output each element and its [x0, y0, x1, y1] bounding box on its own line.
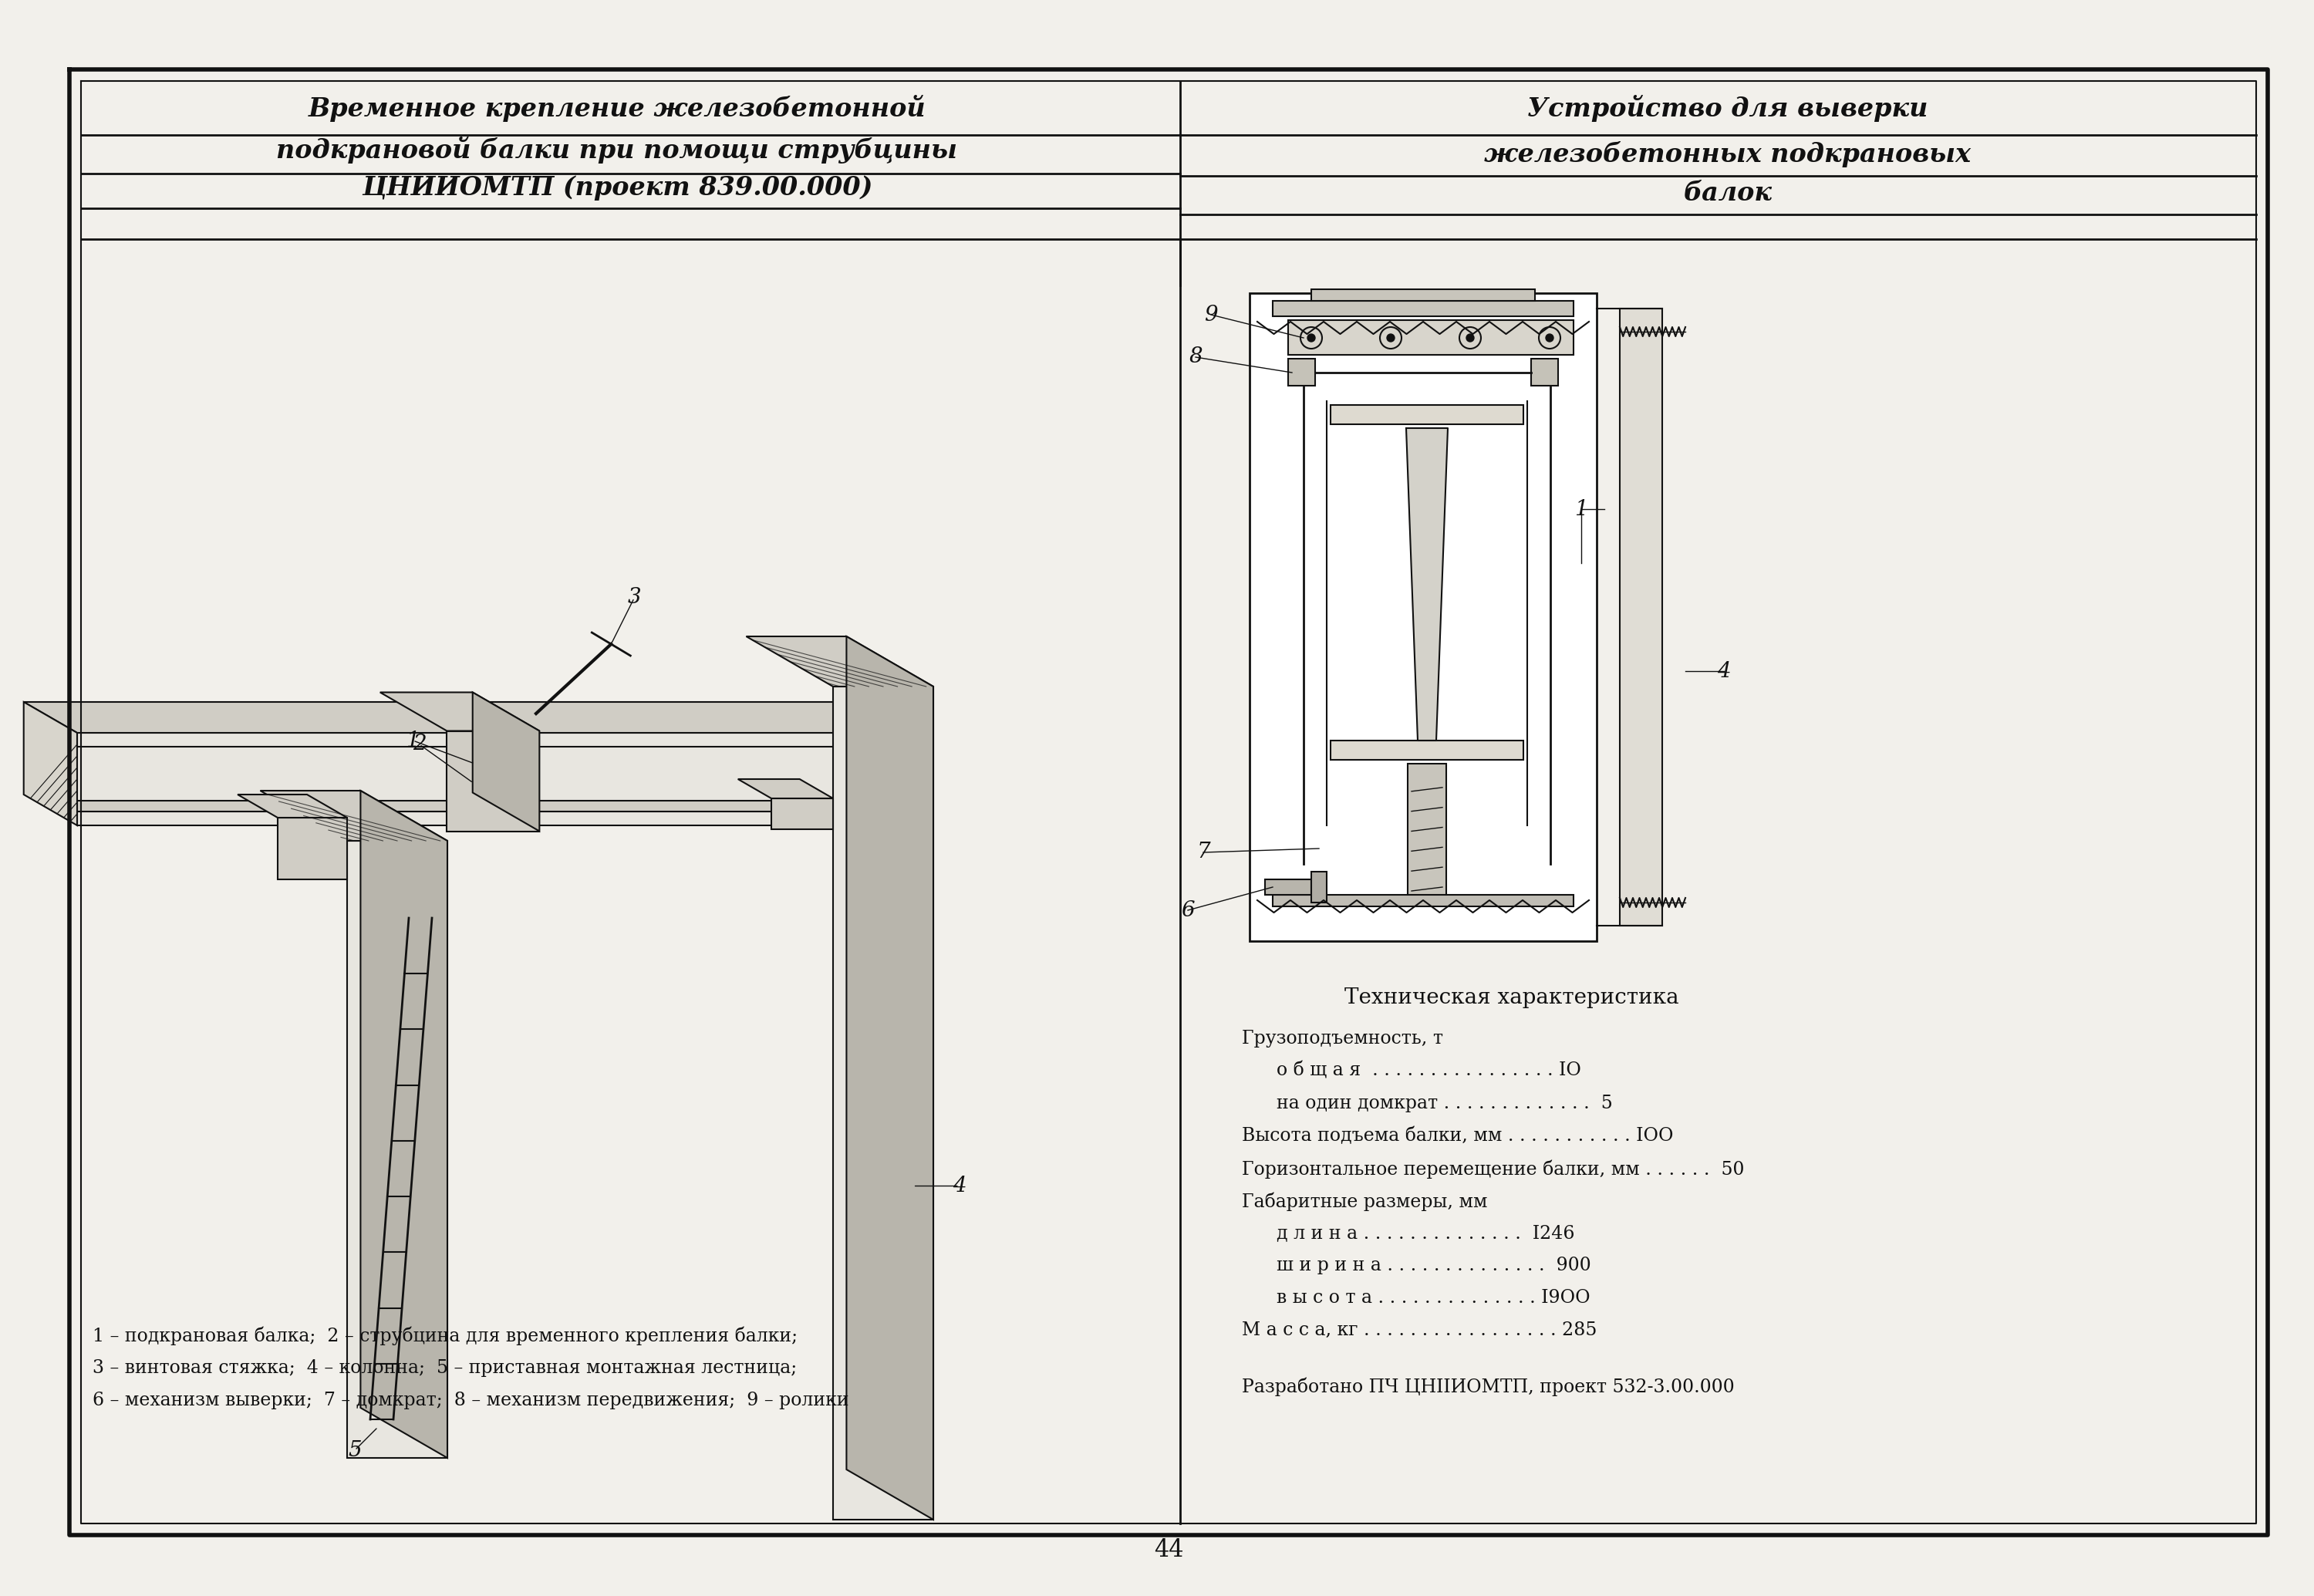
Bar	[1331, 741, 1523, 760]
Polygon shape	[1407, 428, 1449, 741]
Polygon shape	[58, 736, 907, 801]
Bar	[1289, 359, 1314, 386]
Polygon shape	[23, 780, 926, 811]
Bar	[1407, 763, 1446, 899]
Polygon shape	[238, 795, 347, 817]
Polygon shape	[771, 798, 833, 830]
Polygon shape	[361, 790, 447, 1457]
Text: 8: 8	[1189, 346, 1203, 367]
Polygon shape	[745, 637, 933, 686]
Text: Разработано ПЧ ЦНIIИОМТП, проект 532-3.00.000: Разработано ПЧ ЦНIIИОМТП, проект 532-3.0…	[1243, 1377, 1736, 1396]
Text: 1 – подкрановая балка;  2 – струбцина для временного крепления балки;: 1 – подкрановая балка; 2 – струбцина для…	[93, 1326, 798, 1345]
Text: на один домкрат . . . . . . . . . . . . .  5: на один домкрат . . . . . . . . . . . . …	[1243, 1095, 1613, 1112]
Text: 9: 9	[1203, 305, 1217, 326]
Text: ЦНИИОМТП (проект 839.00.000): ЦНИИОМТП (проект 839.00.000)	[361, 174, 872, 200]
Text: 4: 4	[1717, 661, 1731, 681]
Circle shape	[1546, 334, 1553, 342]
Polygon shape	[76, 733, 926, 747]
Text: балок: балок	[1682, 180, 1773, 206]
Text: 1: 1	[1574, 498, 1587, 520]
Text: 5: 5	[347, 1440, 361, 1460]
Text: о б щ а я  . . . . . . . . . . . . . . . . IO: о б щ а я . . . . . . . . . . . . . . . …	[1243, 1063, 1580, 1080]
Text: д л и н а . . . . . . . . . . . . . .  I246: д л и н а . . . . . . . . . . . . . . I2…	[1243, 1224, 1574, 1242]
Polygon shape	[872, 702, 926, 747]
Text: Временное крепление железобетонной: Временное крепление железобетонной	[308, 94, 926, 121]
Bar	[1532, 359, 1557, 386]
Bar	[1273, 895, 1574, 907]
Polygon shape	[379, 693, 539, 731]
Circle shape	[1467, 334, 1474, 342]
Bar	[1289, 321, 1574, 354]
Bar	[1266, 879, 1312, 895]
Text: 7: 7	[1196, 843, 1210, 863]
Text: М а с с а, кг . . . . . . . . . . . . . . . . . 285: М а с с а, кг . . . . . . . . . . . . . …	[1243, 1321, 1597, 1339]
Polygon shape	[738, 779, 833, 798]
Text: 3 – винтовая стяжка;  4 – колонна;  5 – приставная монтажная лестница;: 3 – винтовая стяжка; 4 – колонна; 5 – пр…	[93, 1360, 796, 1377]
Polygon shape	[472, 693, 539, 832]
Bar	[1620, 308, 1661, 926]
Text: 6: 6	[1180, 900, 1194, 921]
Text: 1: 1	[407, 729, 419, 752]
Text: 2: 2	[412, 734, 426, 755]
Text: подкрановой балки при помощи струбцины: подкрановой балки при помощи струбцины	[278, 137, 958, 164]
Text: 44: 44	[1155, 1539, 1182, 1562]
Polygon shape	[42, 726, 907, 736]
Text: железобетонных подкрановых: железобетонных подкрановых	[1486, 140, 1972, 168]
Text: 6 – механизм выверки;  7 – домкрат;  8 – механизм передвижения;  9 – ролики: 6 – механизм выверки; 7 – домкрат; 8 – м…	[93, 1392, 849, 1409]
Bar	[1312, 871, 1326, 902]
Polygon shape	[872, 780, 926, 825]
Bar	[1312, 289, 1534, 300]
Polygon shape	[833, 686, 933, 1519]
Polygon shape	[347, 841, 447, 1457]
Text: Высота подъема балки, мм . . . . . . . . . . . IOO: Высота подъема балки, мм . . . . . . . .…	[1243, 1127, 1673, 1144]
Bar	[1331, 405, 1523, 425]
Polygon shape	[891, 726, 907, 801]
Text: Габаритные размеры, мм: Габаритные размеры, мм	[1243, 1192, 1488, 1211]
Text: 3: 3	[627, 587, 641, 608]
Text: в ы с о т а . . . . . . . . . . . . . . I9OO: в ы с о т а . . . . . . . . . . . . . . …	[1243, 1290, 1590, 1307]
Polygon shape	[447, 731, 539, 832]
Text: Устройство для выверки: Устройство для выверки	[1527, 94, 1928, 121]
Polygon shape	[847, 637, 933, 1519]
Bar	[1250, 294, 1597, 942]
Circle shape	[1386, 334, 1395, 342]
Polygon shape	[259, 790, 447, 841]
Polygon shape	[278, 817, 347, 879]
Polygon shape	[23, 702, 76, 825]
Circle shape	[1307, 334, 1314, 342]
Text: Грузоподъемность, т: Грузоподъемность, т	[1243, 1029, 1444, 1047]
Polygon shape	[23, 702, 926, 733]
Polygon shape	[76, 811, 926, 825]
Text: Горизонтальное перемещение балки, мм . . . . . .  50: Горизонтальное перемещение балки, мм . .…	[1243, 1159, 1745, 1178]
Text: 4: 4	[953, 1176, 967, 1197]
Text: ш и р и н а . . . . . . . . . . . . . .  900: ш и р и н а . . . . . . . . . . . . . . …	[1243, 1256, 1592, 1274]
Bar	[1273, 300, 1574, 316]
Text: Техническая характеристика: Техническая характеристика	[1344, 988, 1680, 1009]
